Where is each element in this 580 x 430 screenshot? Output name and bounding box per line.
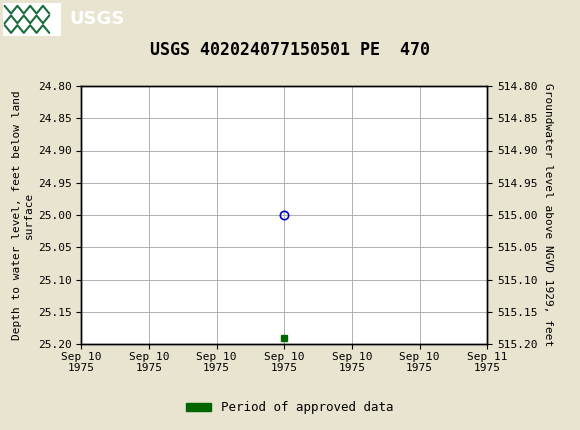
Y-axis label: Groundwater level above NGVD 1929, feet: Groundwater level above NGVD 1929, feet (543, 83, 553, 347)
Text: USGS 402024077150501 PE  470: USGS 402024077150501 PE 470 (150, 41, 430, 59)
Text: USGS: USGS (70, 10, 125, 28)
Y-axis label: Depth to water level, feet below land
surface: Depth to water level, feet below land su… (12, 90, 34, 340)
Bar (3, 3, 61, 36)
Legend: Period of approved data: Period of approved data (181, 396, 399, 419)
